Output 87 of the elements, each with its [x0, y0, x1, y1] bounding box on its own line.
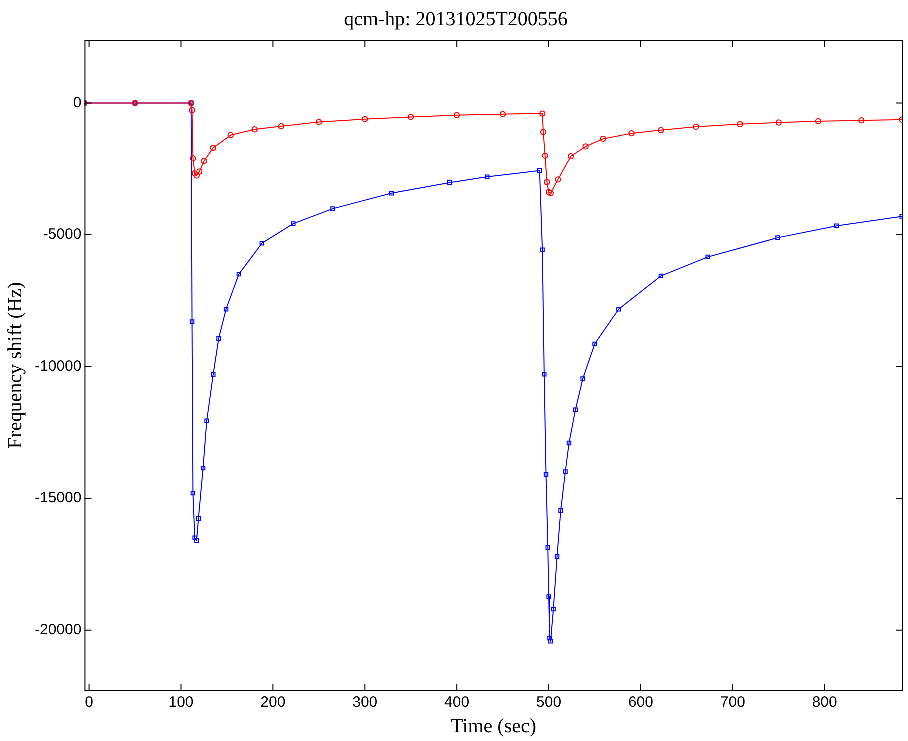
- point: [858, 118, 865, 124]
- point: [568, 153, 574, 160]
- point: [546, 189, 552, 196]
- point: [389, 191, 394, 196]
- point: [192, 170, 198, 177]
- point: [210, 144, 217, 152]
- point: [201, 158, 208, 164]
- point: [544, 179, 550, 186]
- point: [554, 554, 560, 560]
- point: [573, 408, 578, 412]
- point: [362, 116, 368, 122]
- point: [194, 172, 200, 179]
- y-tick-label: 0: [73, 94, 82, 112]
- point: [551, 606, 556, 612]
- point: [194, 538, 200, 544]
- point: [693, 124, 700, 130]
- x-tick-label: 100: [168, 694, 194, 712]
- point: [539, 110, 546, 117]
- point: [540, 129, 547, 136]
- x-axis-title: Time (sec): [451, 715, 537, 738]
- point: [447, 180, 452, 186]
- chart-title: qcm-hp: 20131025T200556: [344, 8, 568, 30]
- point: [216, 336, 222, 341]
- point: [563, 470, 568, 474]
- point: [189, 107, 196, 114]
- point: [192, 536, 198, 540]
- point: [542, 372, 547, 377]
- point: [190, 490, 196, 496]
- point: [252, 126, 258, 133]
- point: [316, 119, 322, 126]
- point: [548, 636, 552, 641]
- point: [278, 123, 285, 130]
- point: [580, 376, 586, 382]
- point: [190, 156, 196, 162]
- point: [815, 118, 822, 125]
- point: [548, 639, 554, 644]
- point: [540, 248, 545, 252]
- point: [260, 241, 264, 246]
- point: [658, 274, 664, 278]
- point: [211, 372, 216, 378]
- point: [582, 144, 589, 150]
- point: [706, 254, 710, 260]
- point: [204, 418, 210, 424]
- x-tick-label: 700: [720, 694, 746, 712]
- y-axis-title: Frequency shift (Hz): [4, 282, 26, 449]
- point: [548, 190, 554, 196]
- x-tick-label: 0: [85, 694, 94, 712]
- point: [658, 127, 664, 134]
- point: [546, 594, 552, 600]
- y-tick-label: -10000: [34, 358, 82, 375]
- point: [737, 121, 744, 128]
- point: [834, 224, 840, 228]
- x-tick-label: 300: [352, 694, 378, 712]
- point: [224, 307, 229, 312]
- point: [555, 176, 562, 183]
- y-tick-label: -5000: [43, 226, 82, 244]
- point: [485, 174, 490, 180]
- point: [537, 168, 542, 174]
- point: [776, 236, 780, 240]
- point: [566, 440, 572, 446]
- point: [776, 120, 782, 126]
- point: [228, 132, 234, 139]
- point: [628, 130, 635, 137]
- point: [190, 320, 195, 324]
- point: [196, 168, 203, 175]
- point: [546, 546, 550, 550]
- point: [558, 508, 564, 514]
- x-tick-label: 800: [812, 694, 838, 712]
- x-tick-label: 200: [260, 694, 286, 712]
- point: [592, 342, 598, 346]
- point: [544, 472, 549, 478]
- point: [408, 114, 414, 120]
- point: [542, 152, 548, 160]
- point: [600, 136, 606, 142]
- y-tick-label: -20000: [34, 622, 82, 639]
- point: [330, 206, 336, 212]
- point: [196, 516, 202, 521]
- point: [616, 307, 622, 312]
- x-tick-label: 600: [628, 694, 654, 712]
- point: [236, 272, 242, 277]
- point: [200, 466, 206, 471]
- point: [291, 222, 296, 226]
- x-tick-label: 500: [536, 694, 562, 712]
- y-tick-label: -15000: [34, 490, 82, 507]
- x-tick-label: 400: [444, 694, 470, 712]
- point: [500, 111, 506, 118]
- point: [454, 112, 460, 118]
